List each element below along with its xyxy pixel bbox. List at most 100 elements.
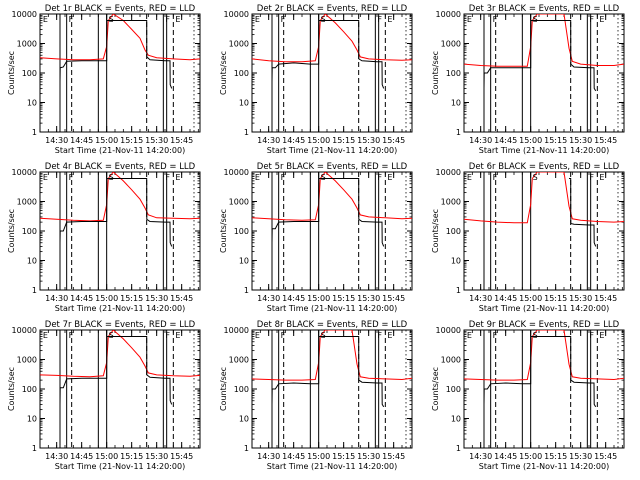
events-series-line — [483, 336, 597, 408]
y-axis-label: Counts/sec — [219, 51, 228, 95]
x-tick-label: 15:15 — [120, 294, 143, 303]
y-tick-label: 1 — [32, 444, 37, 453]
y-tick-label: 10000 — [224, 168, 249, 177]
x-axis-label: Start Time (21-Nov-11 14:20:00) — [55, 304, 185, 313]
panel-title: Det 6r BLACK = Events, RED = LLD — [469, 162, 620, 172]
lld-series-line — [40, 330, 200, 378]
y-tick-label: 10 — [451, 257, 461, 266]
attenuator-marker: E — [599, 173, 604, 182]
x-tick-label: 15:30 — [569, 452, 592, 461]
x-tick-label: 14:45 — [70, 452, 93, 461]
y-tick-label: 10000 — [224, 326, 249, 335]
lld-series-line — [252, 172, 412, 221]
x-tick-label: 15:15 — [544, 136, 567, 145]
y-axis-label: Counts/sec — [219, 367, 228, 411]
x-tick-label: 15:00 — [307, 136, 330, 145]
attenuator-marker: E — [255, 173, 260, 182]
x-tick-label: 14:45 — [282, 294, 305, 303]
y-tick-label: 1 — [32, 286, 37, 295]
lld-series-line — [464, 330, 624, 381]
y-axis-label: Counts/sec — [431, 51, 440, 95]
y-tick-label: 10 — [239, 257, 249, 266]
x-tick-label: 15:45 — [382, 294, 405, 303]
y-tick-label: 100 — [234, 227, 249, 236]
panel-title: Det 8r BLACK = Events, RED = LLD — [257, 320, 408, 330]
x-tick-label: 14:45 — [70, 136, 93, 145]
y-tick-label: 100 — [234, 69, 249, 78]
attenuator-marker: E — [175, 15, 180, 24]
x-axis-label: Start Time (21-Nov-11 14:20:00) — [267, 462, 397, 471]
y-tick-label: 100 — [446, 227, 461, 236]
lld-series-line — [40, 172, 200, 222]
events-series-line — [271, 178, 385, 247]
attenuator-marker: F — [589, 15, 594, 24]
plot-frame — [463, 171, 625, 291]
y-tick-label: 10000 — [436, 326, 461, 335]
y-tick-label: 1000 — [17, 198, 37, 207]
attenuator-marker: E — [599, 331, 604, 340]
panel-title: Det 4r BLACK = Events, RED = LLD — [45, 162, 196, 172]
y-tick-label: 100 — [22, 69, 37, 78]
panel-det-8: Det 8r BLACK = Events, RED = LLD 1 10 100 10… — [219, 320, 413, 471]
panel-det-3: Det 3r BLACK = Events, RED = LLD 1 10 100 10… — [431, 4, 625, 155]
y-tick-label: 10 — [27, 415, 37, 424]
x-tick-label: 14:45 — [494, 294, 517, 303]
attenuator-marker: F — [165, 331, 170, 340]
x-axis-label: Start Time (21-Nov-11 14:20:00) — [55, 462, 185, 471]
events-series-line — [59, 20, 173, 89]
attenuator-marker: S — [321, 331, 326, 340]
y-tick-label: 1000 — [229, 356, 249, 365]
attenuator-marker: F — [377, 15, 382, 24]
x-tick-label: 15:45 — [170, 136, 193, 145]
x-tick-label: 14:30 — [45, 136, 68, 145]
y-axis-label: Counts/sec — [431, 367, 440, 411]
x-tick-label: 15:30 — [357, 136, 380, 145]
x-tick-label: 14:45 — [494, 452, 517, 461]
panel-det-1: Det 1r BLACK = Events, RED = LLD 1 10 100 10… — [7, 4, 201, 155]
panel-det-7: Det 7r BLACK = Events, RED = LLD 1 10 100 10… — [7, 320, 201, 471]
x-tick-label: 15:15 — [544, 294, 567, 303]
events-series-line — [271, 336, 385, 408]
y-tick-label: 100 — [234, 385, 249, 394]
x-tick-label: 14:30 — [469, 294, 492, 303]
x-tick-label: 15:45 — [594, 452, 617, 461]
x-axis-label: Start Time (21-Nov-11 14:20:00) — [267, 146, 397, 155]
events-series-line — [569, 178, 597, 247]
y-axis-label: Counts/sec — [7, 209, 16, 253]
y-tick-label: 1000 — [441, 40, 461, 49]
x-tick-label: 15:00 — [519, 294, 542, 303]
y-tick-label: 1000 — [229, 198, 249, 207]
y-tick-label: 1 — [456, 128, 461, 137]
panel-title: Det 3r BLACK = Events, RED = LLD — [469, 4, 620, 14]
x-tick-label: 15:30 — [357, 452, 380, 461]
y-tick-label: 1 — [456, 286, 461, 295]
x-axis-label: Start Time (21-Nov-11 14:20:00) — [55, 146, 185, 155]
x-tick-label: 15:00 — [95, 452, 118, 461]
y-tick-label: 1000 — [17, 356, 37, 365]
attenuator-marker: F — [493, 15, 498, 24]
attenuator-marker: F — [377, 173, 382, 182]
attenuator-marker: S — [321, 15, 326, 24]
attenuator-marker: F — [589, 173, 594, 182]
x-tick-label: 15:45 — [382, 452, 405, 461]
plot-frame — [251, 13, 413, 133]
attenuator-marker: F — [165, 15, 170, 24]
y-tick-label: 10000 — [436, 168, 461, 177]
plot-frame — [251, 329, 413, 449]
x-tick-label: 15:15 — [120, 136, 143, 145]
attenuator-marker: E — [255, 331, 260, 340]
y-tick-label: 100 — [22, 227, 37, 236]
plot-frame — [463, 13, 625, 133]
panel-title: Det 1r BLACK = Events, RED = LLD — [45, 4, 196, 14]
attenuator-marker: F — [281, 15, 286, 24]
x-tick-label: 14:30 — [257, 294, 280, 303]
lld-series-line — [464, 14, 624, 67]
events-series-line — [271, 20, 385, 89]
plot-frame — [463, 329, 625, 449]
x-tick-label: 15:30 — [145, 136, 168, 145]
attenuator-marker: F — [589, 331, 594, 340]
attenuator-marker: S — [109, 15, 114, 24]
attenuator-marker: E — [175, 331, 180, 340]
y-tick-label: 10000 — [12, 168, 37, 177]
